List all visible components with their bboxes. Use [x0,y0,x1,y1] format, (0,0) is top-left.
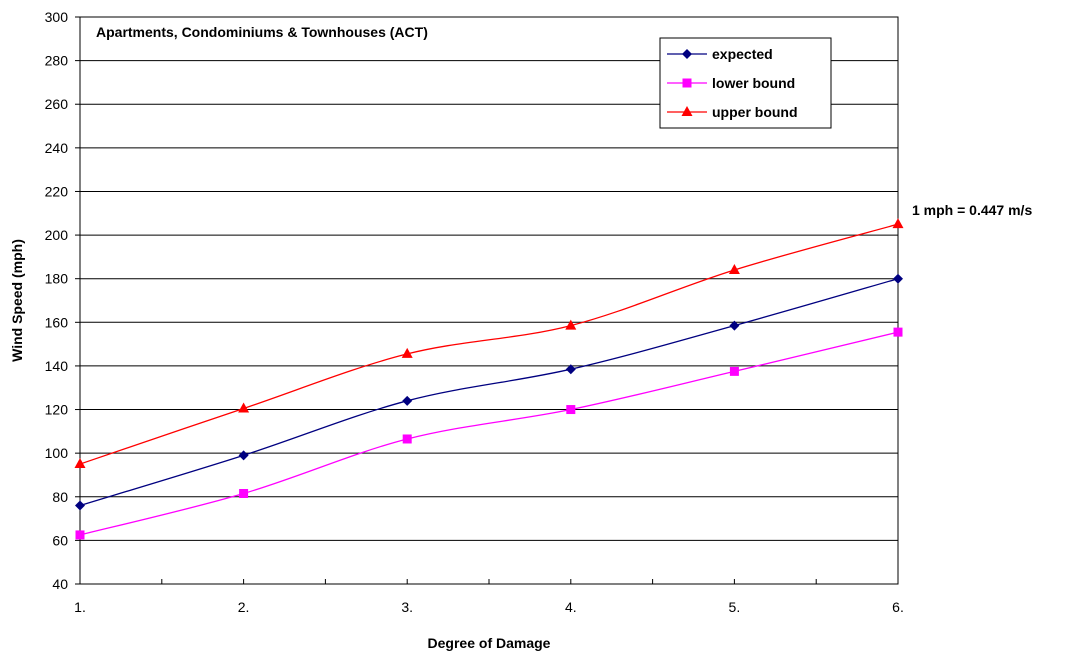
series-lower-bound [75,327,903,540]
data-point-expected [238,450,249,461]
y-tick-label: 200 [45,227,69,243]
y-tick-label: 120 [45,402,69,418]
data-point-lower-bound [566,405,576,415]
y-tick-label: 220 [45,183,69,199]
legend-item-expected: expected [667,46,773,62]
data-point-lower-bound [239,488,249,498]
legend-item-upper-bound: upper bound [667,104,798,120]
data-point-upper-bound [728,263,740,274]
conversion-annotation: 1 mph = 0.447 m/s [912,202,1032,218]
series-layer [74,218,904,540]
x-tick-label: 5. [729,599,741,615]
legend-marker-upper-bound [681,106,693,116]
data-point-lower-bound [402,434,412,444]
x-tick-label: 4. [565,599,577,615]
x-tick-label: 6. [892,599,904,615]
data-point-lower-bound [893,327,903,337]
data-point-expected [729,320,740,331]
data-point-expected [565,364,576,375]
y-tick-label: 40 [52,576,68,592]
y-tick-label: 180 [45,271,69,287]
legend-item-lower-bound: lower bound [667,75,795,91]
y-tick-label: 80 [52,489,68,505]
data-point-upper-bound [892,218,904,229]
series-line-lower-bound [79,331,899,536]
y-tick-label: 300 [45,9,69,25]
legend-label-expected: expected [712,46,773,62]
data-point-expected [75,500,85,511]
chart-title: Apartments, Condominiums & Townhouses (A… [96,24,428,40]
x-axis-title: Degree of Damage [428,635,551,651]
series-line-upper-bound [79,223,899,465]
data-point-upper-bound [238,402,250,413]
y-tick-label: 140 [45,358,69,374]
y-tick-label: 160 [45,314,69,330]
legend-marker-expected [682,49,692,59]
x-tick-label: 1. [74,599,86,615]
series-expected [75,273,903,511]
data-point-expected [893,273,903,284]
data-point-upper-bound [74,458,86,469]
x-tick-label: 2. [238,599,250,615]
data-point-lower-bound [75,530,85,540]
y-tick-label: 280 [45,53,69,69]
x-tick-label: 3. [401,599,413,615]
data-point-expected [402,395,413,406]
y-tick-label: 60 [52,532,68,548]
data-point-upper-bound [565,319,577,330]
legend-label-lower-bound: lower bound [712,75,795,91]
series-line-expected [79,278,899,507]
y-tick-label: 240 [45,140,69,156]
data-point-lower-bound [729,366,739,376]
y-axis-title: Wind Speed (mph) [9,239,25,362]
data-point-upper-bound [401,347,413,358]
y-tick-label: 260 [45,96,69,112]
y-tick-label: 100 [45,445,69,461]
gridlines [80,60,898,541]
legend-marker-lower-bound [682,78,692,88]
legend: expected lower bound upper bound [659,37,832,129]
legend-label-upper-bound: upper bound [712,104,798,120]
series-upper-bound [74,218,904,469]
axes: 40 60 80 100 120 140 160 180 200 220 240 260 280 300 1… [45,9,904,615]
